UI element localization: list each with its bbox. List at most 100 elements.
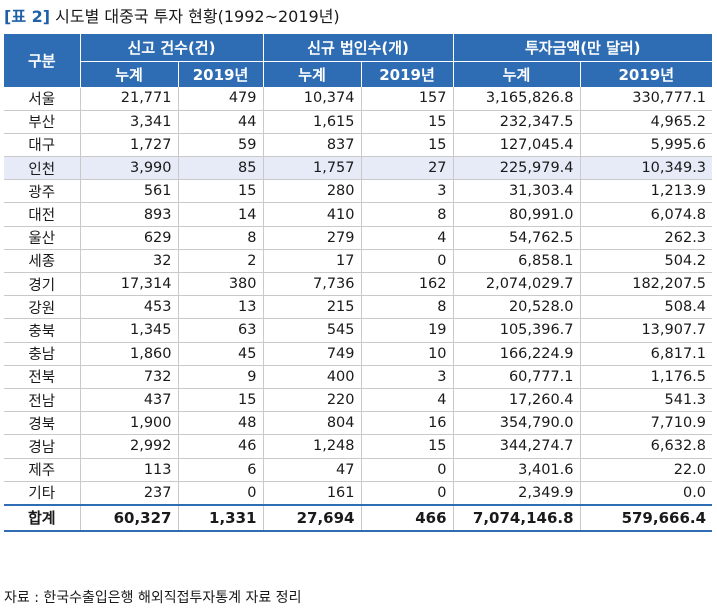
region-cell: 강원 <box>4 295 81 320</box>
value-cell: 14 <box>178 202 264 227</box>
header-sub: 2019년 <box>360 61 454 87</box>
table-row: 전남 437 15 220 4 17,260.4 541.3 <box>4 388 713 413</box>
value-cell: 31,303.4 <box>453 179 581 204</box>
value-cell: 893 <box>80 202 179 227</box>
region-cell: 부산 <box>4 110 81 134</box>
value-cell: 15 <box>361 434 454 459</box>
region-cell: 서울 <box>4 87 81 111</box>
region-cell: 충북 <box>4 318 81 343</box>
value-cell: 380 <box>178 272 264 297</box>
value-cell: 54,762.5 <box>453 226 581 250</box>
value-cell: 60,777.1 <box>453 365 581 389</box>
investment-table: 구분 신고 건수(건) 신규 법인수(개) 투자금액(만 달러) 누계 2019… <box>4 34 713 532</box>
value-cell: 561 <box>80 179 179 204</box>
value-cell: 21,771 <box>80 87 179 111</box>
value-cell: 1,345 <box>80 318 179 343</box>
total-row: 합계 60,327 1,331 27,694 466 7,074,146.8 5… <box>4 503 713 532</box>
value-cell: 3 <box>361 365 454 389</box>
value-cell: 127,045.4 <box>453 133 581 158</box>
value-cell: 3,990 <box>80 156 179 181</box>
value-cell: 22.0 <box>580 458 713 482</box>
value-cell: 749 <box>263 342 362 366</box>
region-cell: 광주 <box>4 179 81 204</box>
value-cell: 2,074,029.7 <box>453 272 581 297</box>
region-cell: 인천 <box>4 156 81 181</box>
value-cell: 105,396.7 <box>453 318 581 343</box>
value-cell: 225,979.4 <box>453 156 581 181</box>
value-cell: 80,991.0 <box>453 202 581 227</box>
value-cell: 6 <box>178 458 264 482</box>
value-cell: 410 <box>263 202 362 227</box>
table-row: 충북 1,345 63 545 19 105,396.7 13,907.7 <box>4 318 713 343</box>
total-label: 합계 <box>4 503 81 532</box>
value-cell: 400 <box>263 365 362 389</box>
value-cell: 45 <box>178 342 264 366</box>
value-cell: 8 <box>178 226 264 250</box>
value-cell: 479 <box>178 87 264 111</box>
table-number: [표 2] <box>4 7 51 26</box>
header-sub: 2019년 <box>177 61 264 87</box>
table-row: 경북 1,900 48 804 16 354,790.0 7,710.9 <box>4 411 713 436</box>
value-cell: 4 <box>361 388 454 413</box>
total-cell: 1,331 <box>178 503 264 532</box>
value-cell: 182,207.5 <box>580 272 713 297</box>
total-cell: 27,694 <box>263 503 362 532</box>
region-cell: 경남 <box>4 434 81 459</box>
value-cell: 17 <box>263 249 362 274</box>
table-body: 서울 21,771 479 10,374 157 3,165,826.8 330,777.1… <box>4 87 713 506</box>
value-cell: 237 <box>80 481 179 506</box>
value-cell: 161 <box>263 481 362 506</box>
value-cell: 215 <box>263 295 362 320</box>
value-cell: 508.4 <box>580 295 713 320</box>
table-title: [표 2] 시도별 대중국 투자 현황(1992~2019년) <box>4 3 340 31</box>
value-cell: 262.3 <box>580 226 713 250</box>
value-cell: 453 <box>80 295 179 320</box>
value-cell: 330,777.1 <box>580 87 713 111</box>
table-row: 인천 3,990 85 1,757 27 225,979.4 10,349.3 <box>4 156 713 181</box>
value-cell: 15 <box>178 388 264 413</box>
table-row: 기타 237 0 161 0 2,349.9 0.0 <box>4 481 713 506</box>
table-row: 서울 21,771 479 10,374 157 3,165,826.8 330,777.1 <box>4 87 713 111</box>
total-cell: 60,327 <box>80 503 179 532</box>
header-sub: 2019년 <box>579 61 713 87</box>
region-cell: 충남 <box>4 342 81 366</box>
header-sub: 누계 <box>452 61 581 87</box>
value-cell: 804 <box>263 411 362 436</box>
value-cell: 1,757 <box>263 156 362 181</box>
table-row: 경남 2,992 46 1,248 15 344,274.7 6,632.8 <box>4 434 713 459</box>
header-category: 구분 <box>4 34 81 88</box>
value-cell: 1,213.9 <box>580 179 713 204</box>
value-cell: 8 <box>361 202 454 227</box>
value-cell: 1,860 <box>80 342 179 366</box>
header-sub: 누계 <box>79 61 179 87</box>
region-cell: 경북 <box>4 411 81 436</box>
total-cell: 579,666.4 <box>580 503 713 532</box>
value-cell: 16 <box>361 411 454 436</box>
value-cell: 8 <box>361 295 454 320</box>
value-cell: 0 <box>361 249 454 274</box>
region-cell: 대구 <box>4 133 81 158</box>
region-cell: 대전 <box>4 202 81 227</box>
value-cell: 162 <box>361 272 454 297</box>
value-cell: 15 <box>361 133 454 158</box>
value-cell: 504.2 <box>580 249 713 274</box>
value-cell: 6,074.8 <box>580 202 713 227</box>
value-cell: 15 <box>178 179 264 204</box>
value-cell: 1,176.5 <box>580 365 713 389</box>
table-title-text: 시도별 대중국 투자 현황(1992~2019년) <box>55 7 340 26</box>
value-cell: 2 <box>178 249 264 274</box>
table-row: 광주 561 15 280 3 31,303.4 1,213.9 <box>4 179 713 204</box>
value-cell: 19 <box>361 318 454 343</box>
value-cell: 7,736 <box>263 272 362 297</box>
value-cell: 85 <box>178 156 264 181</box>
value-cell: 545 <box>263 318 362 343</box>
header-sub: 누계 <box>262 61 362 87</box>
region-cell: 제주 <box>4 458 81 482</box>
value-cell: 4,965.2 <box>580 110 713 134</box>
region-cell: 울산 <box>4 226 81 250</box>
value-cell: 280 <box>263 179 362 204</box>
table-row: 제주 113 6 47 0 3,401.6 22.0 <box>4 458 713 482</box>
value-cell: 837 <box>263 133 362 158</box>
region-cell: 전남 <box>4 388 81 413</box>
table-row: 전북 732 9 400 3 60,777.1 1,176.5 <box>4 365 713 389</box>
